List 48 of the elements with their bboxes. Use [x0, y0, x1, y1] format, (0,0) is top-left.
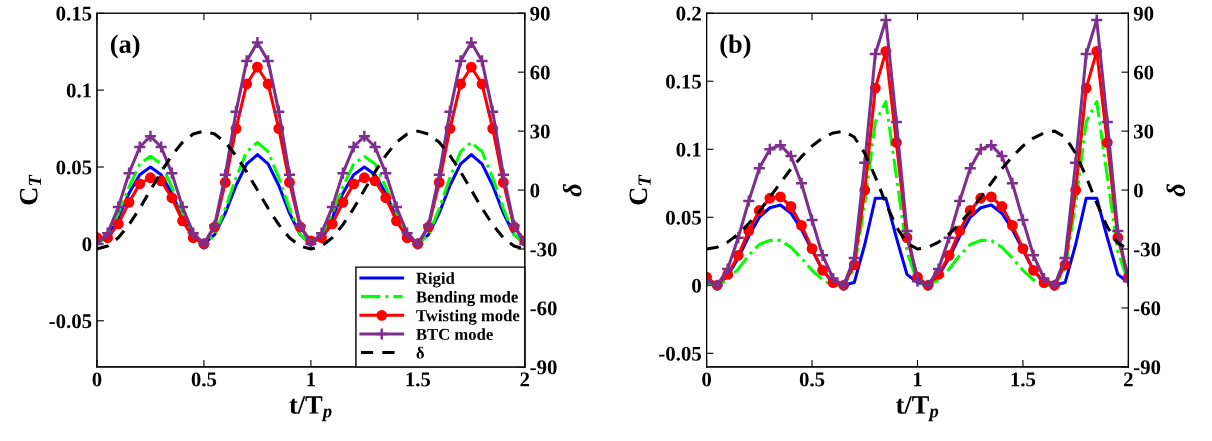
x-tick-label: 0: [702, 372, 712, 387]
legend-label: Bending mode: [416, 290, 518, 307]
y2-tick-label: -60: [1133, 301, 1161, 316]
x-tick-label: 1.5: [1011, 372, 1036, 387]
y-tick-label: 0.1: [676, 142, 701, 157]
annotation: (a): [110, 34, 140, 59]
y-axis-title: C$_{T}$: [629, 174, 651, 205]
x-tick-label: 2: [1124, 372, 1133, 387]
y2-tick-label: 0: [1134, 183, 1143, 198]
x-tick-label: 1: [913, 372, 922, 387]
y-tick-label: 0.15: [666, 74, 701, 89]
y2-tick-label: -30: [1133, 242, 1161, 257]
y2-tick-label: 30: [1134, 124, 1154, 139]
y-tick-label: 0.05: [56, 160, 92, 175]
legend-label: Twisting mode: [416, 309, 520, 325]
x-tick-label: 1: [307, 372, 316, 387]
x-tick-label: 0: [92, 372, 102, 387]
x-axis-title: t/T$_{p}$: [289, 396, 332, 422]
x-axis-title: t/T$_{p}$: [896, 396, 939, 422]
y2-tick-label: 90: [1133, 6, 1154, 21]
y-tick-label: 0: [692, 278, 701, 293]
y-tick-label: 0.05: [666, 210, 701, 225]
y-tick-label: -0.05: [659, 346, 701, 361]
x-tick-label: 2: [520, 372, 530, 387]
y-tick-label: 0.2: [676, 6, 701, 21]
y-tick-label: 0.1: [66, 83, 92, 98]
y2-tick-label: 60: [530, 65, 550, 80]
legend-label: Rigid: [416, 272, 455, 288]
y-tick-label: 0.15: [56, 6, 92, 21]
x-tick-label: 0.5: [799, 372, 825, 387]
y2-tick-label: -30: [530, 242, 557, 257]
legend-label: δ: [416, 346, 424, 359]
y2-tick-label: 0: [530, 183, 540, 198]
y2-tick-label: -90: [530, 360, 557, 375]
y2-tick-label: 60: [1133, 65, 1154, 80]
y2-tick-label: 90: [530, 6, 550, 21]
y2-axis-title: δ: [1166, 184, 1186, 197]
annotation: (b): [720, 34, 751, 59]
y-tick-label: 0: [82, 237, 92, 252]
x-tick-label: 0.5: [191, 372, 217, 387]
y2-tick-label: -60: [530, 301, 557, 316]
y-tick-label: -0.05: [49, 314, 92, 329]
y2-tick-label: 30: [530, 124, 550, 139]
x-tick-label: 1.5: [406, 372, 431, 387]
y-axis-title: C$_{T}$: [19, 174, 41, 205]
legend-label: BTC mode: [416, 328, 493, 340]
y2-axis-title: δ: [562, 184, 582, 197]
y2-tick-label: -90: [1133, 360, 1161, 375]
